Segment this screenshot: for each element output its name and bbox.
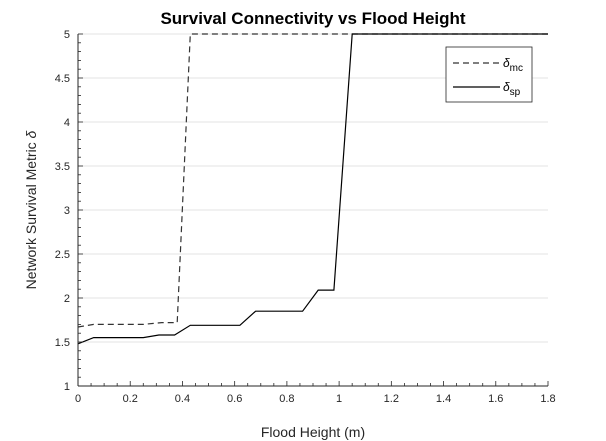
x-tick-label-3: 0.6 (227, 393, 242, 405)
x-tick-label-5: 1 (336, 393, 342, 405)
y-tick-label-0: 1 (64, 381, 70, 393)
x-tick-label-2: 0.4 (175, 393, 190, 405)
ticks: 0 0.2 0.4 0.6 0.8 1 1.2 1.4 1.6 1.8 1 1.5 2 2.5 3 3.5 4 4… (55, 29, 556, 405)
legend-box (445, 46, 533, 103)
x-tick-label-7: 1.4 (436, 393, 451, 405)
x-tick-label-0: 0 (75, 393, 81, 405)
y-axis-label-symbol: δ (23, 130, 39, 138)
y-axis-label-text: Network Survival Metric (23, 138, 39, 289)
series-line-mc (77, 33, 548, 328)
y-tick-label-6: 4 (64, 117, 70, 129)
series-line-sp (77, 33, 548, 345)
y-tick-label-2: 2 (64, 293, 70, 305)
y-tick-label-7: 4.5 (55, 73, 70, 85)
y-axis-label: Network Survival Metric δ (23, 130, 39, 289)
legend-label-sp: δsp (503, 80, 521, 98)
y-tick-label-5: 3.5 (55, 161, 70, 173)
x-tick-label-1: 0.2 (123, 393, 138, 405)
legend-symbol-mc: δ (503, 56, 510, 70)
series-layer (77, 33, 548, 345)
chart-title: Survival Connectivity vs Flood Height (160, 9, 465, 28)
legend-subscript-mc: mc (510, 63, 523, 74)
x-tick-label-4: 0.8 (279, 393, 294, 405)
legend-symbol-sp: δ (503, 80, 510, 94)
x-axis-label: Flood Height (m) (261, 424, 365, 440)
y-tick-label-1: 1.5 (55, 337, 70, 349)
y-tick-label-4: 3 (64, 205, 70, 217)
legend-label-mc: δmc (503, 56, 523, 74)
legend: δmc δsp (445, 46, 533, 103)
x-tick-label-9: 1.8 (540, 393, 555, 405)
x-tick-label-6: 1.2 (384, 393, 399, 405)
x-tick-label-8: 1.6 (488, 393, 503, 405)
y-tick-label-8: 5 (64, 29, 70, 41)
legend-subscript-sp: sp (510, 87, 521, 98)
y-tick-label-3: 2.5 (55, 249, 70, 261)
